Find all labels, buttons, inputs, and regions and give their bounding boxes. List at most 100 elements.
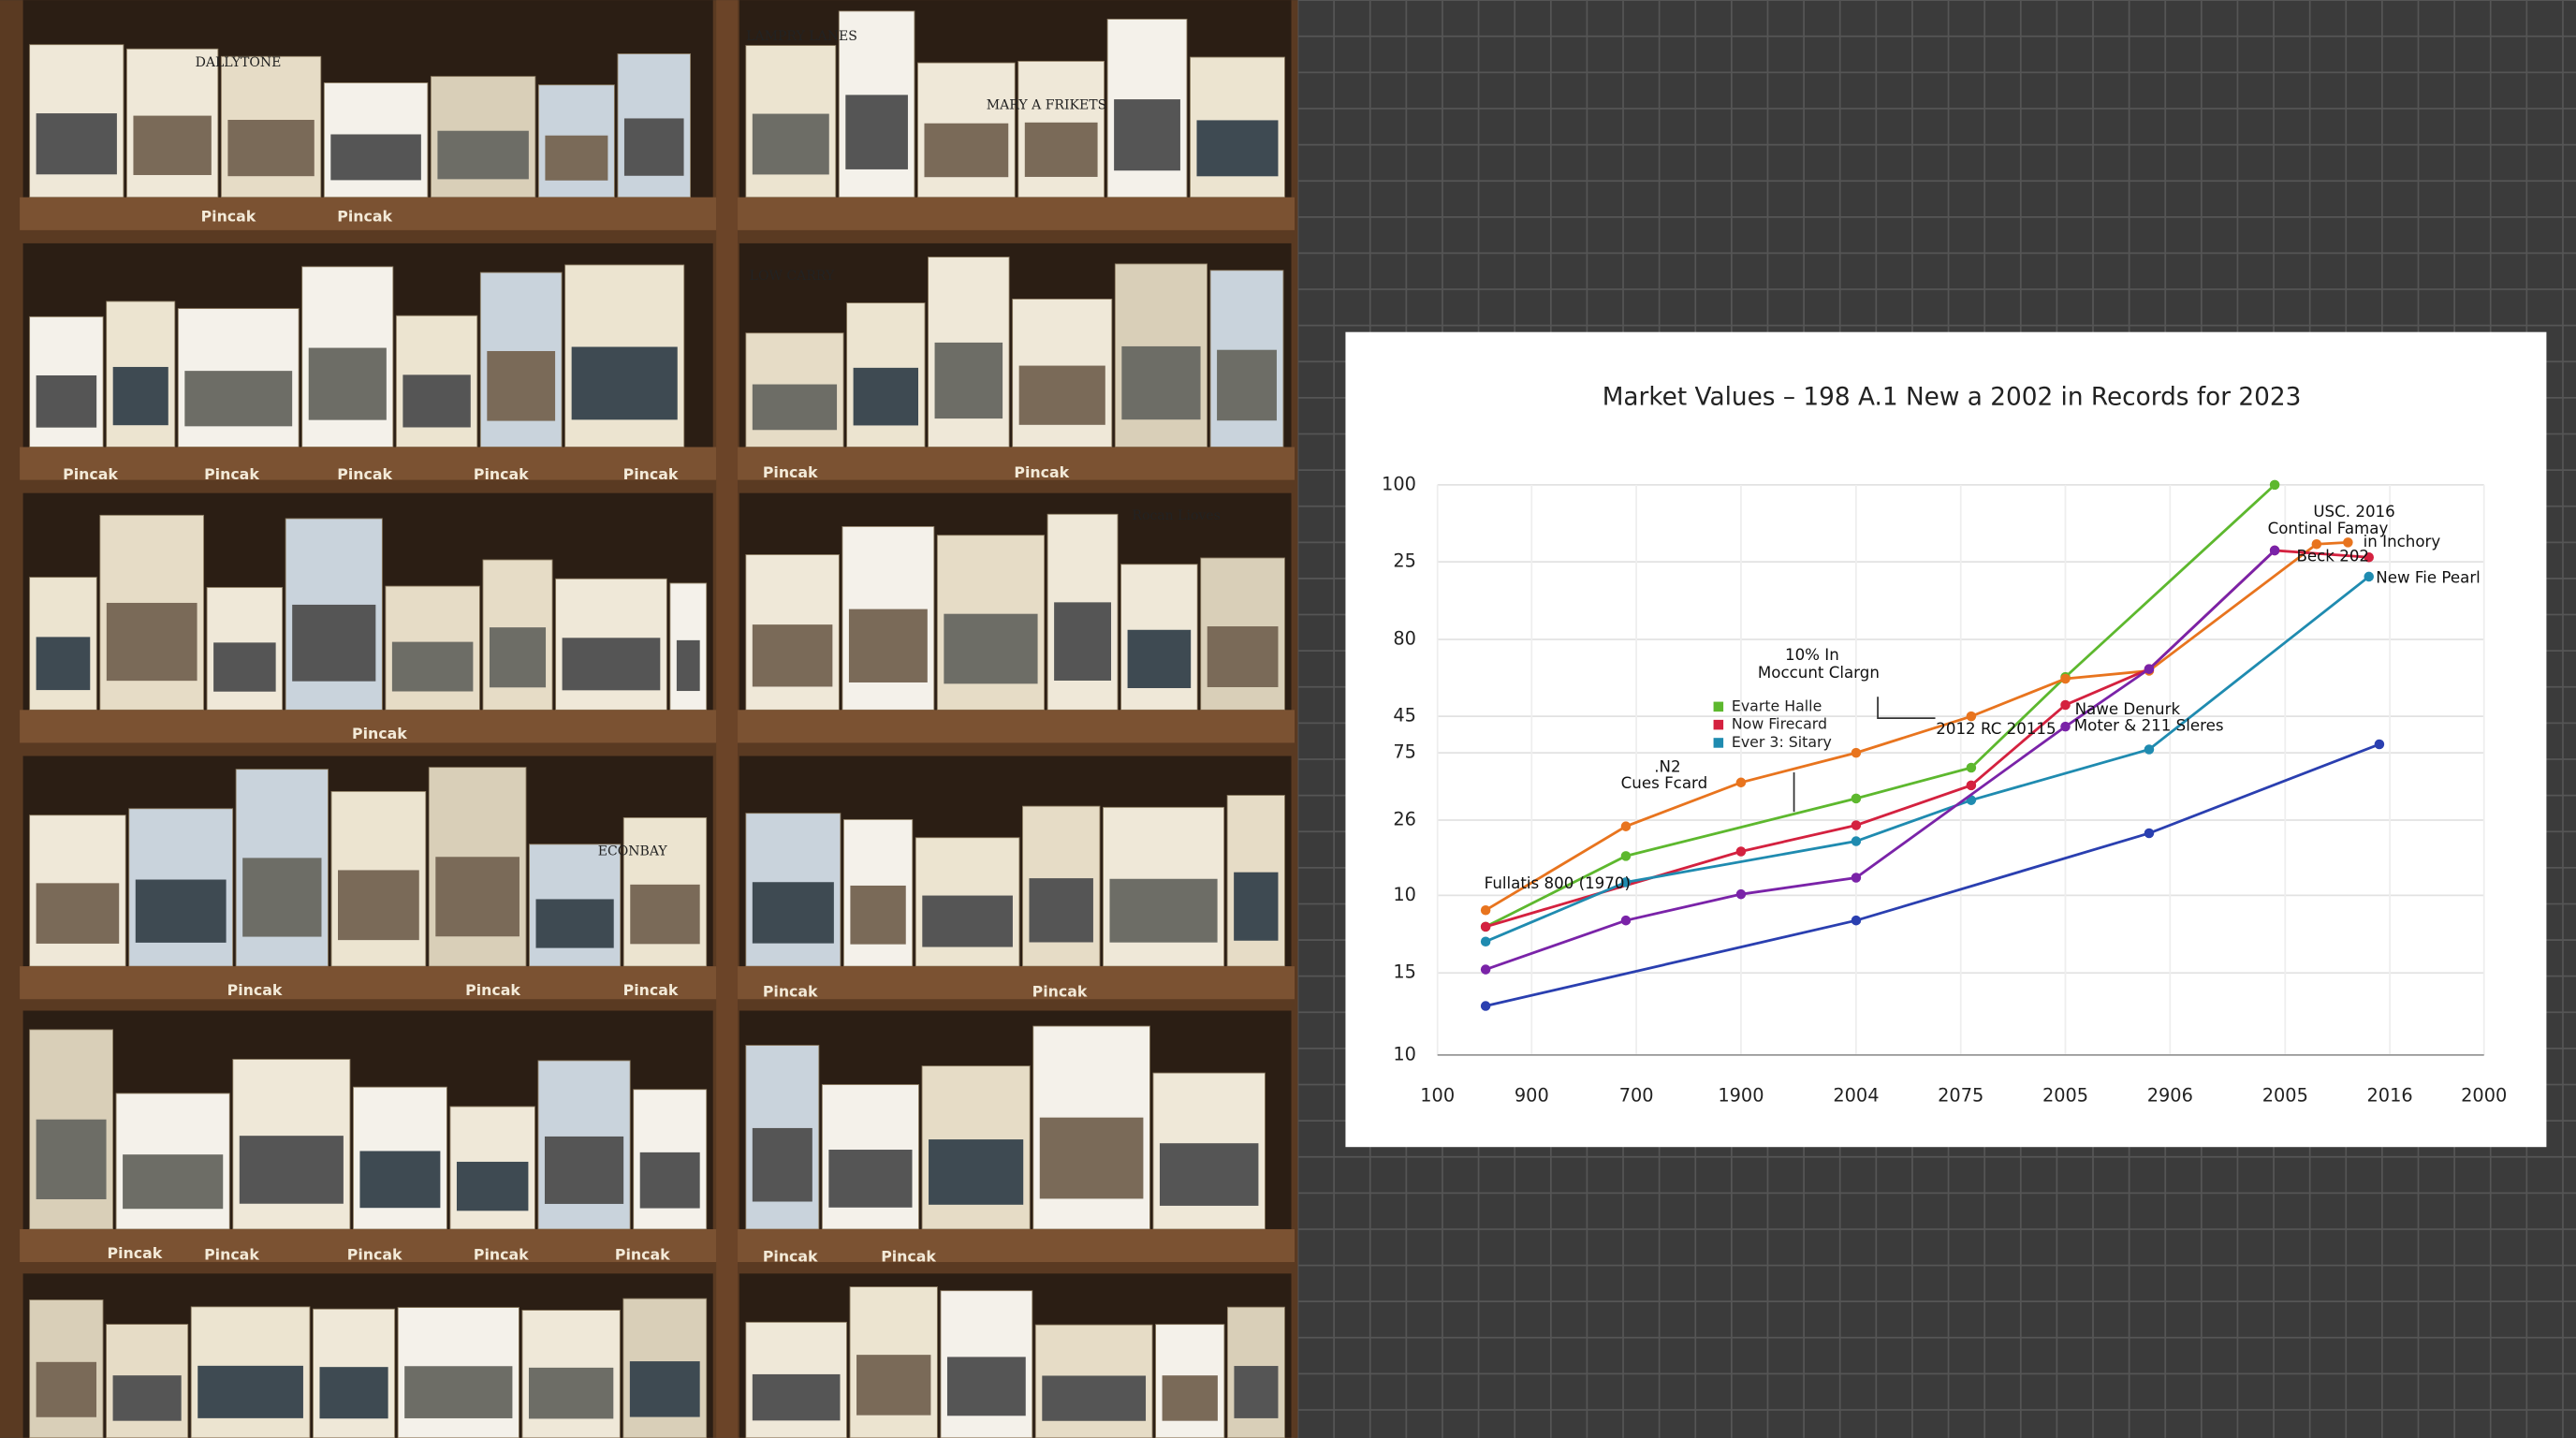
shelf bbox=[20, 1228, 717, 1263]
annotation: Beck 202 bbox=[2296, 548, 2369, 565]
legend-label: Now Firecard bbox=[1732, 715, 1827, 733]
postcard-picture bbox=[123, 1154, 224, 1210]
postcard-picture bbox=[639, 1152, 700, 1209]
shelf-label: Pincak bbox=[1032, 983, 1088, 1001]
postcard-picture bbox=[629, 1361, 700, 1417]
legend-swatch bbox=[1713, 738, 1724, 748]
card-text: MARY A FRIKETS bbox=[987, 97, 1107, 112]
leader-line bbox=[1877, 697, 1936, 719]
postcard-picture bbox=[630, 884, 700, 945]
series-line bbox=[1485, 742, 2380, 1007]
annotation: New Fie Pearl bbox=[2376, 568, 2481, 586]
shelf bbox=[736, 197, 1295, 230]
postcard-picture bbox=[36, 374, 97, 428]
data-point bbox=[2343, 537, 2353, 548]
shelf bbox=[736, 966, 1295, 1000]
data-point bbox=[1851, 793, 1862, 804]
x-tick-label: 1900 bbox=[1718, 1084, 1764, 1106]
postcard-picture bbox=[112, 366, 168, 426]
postcard-picture bbox=[487, 350, 556, 421]
postcard-picture bbox=[752, 113, 829, 175]
data-point bbox=[1735, 846, 1747, 857]
shelf-label: Pincak bbox=[881, 1247, 936, 1265]
legend-label: Ever 3: Sitary bbox=[1732, 733, 1832, 751]
postcard-picture bbox=[752, 882, 834, 944]
postcard-picture bbox=[1042, 1375, 1147, 1421]
legend-swatch bbox=[1713, 701, 1724, 712]
data-point bbox=[2060, 721, 2071, 732]
x-tick-label: 900 bbox=[1515, 1084, 1549, 1106]
postcard-picture bbox=[330, 134, 421, 181]
card-text: LOW CARRY bbox=[750, 269, 835, 284]
shelf-label: Pincak bbox=[465, 981, 520, 999]
data-point bbox=[1966, 762, 1977, 773]
card-text: LAMPRY LANES bbox=[746, 29, 857, 44]
data-point bbox=[2060, 673, 2071, 684]
y-tick-label: 100 bbox=[1382, 473, 1416, 494]
postcard-picture bbox=[562, 638, 661, 691]
postcard-picture bbox=[1029, 878, 1093, 943]
x-tick-label: 100 bbox=[1420, 1084, 1455, 1106]
postcard-picture bbox=[1109, 878, 1218, 943]
postcard-picture bbox=[106, 602, 198, 682]
postcard-picture bbox=[437, 130, 529, 180]
postcard-picture bbox=[36, 113, 117, 175]
annotation: Cues Fcard bbox=[1621, 774, 1707, 792]
data-point bbox=[1620, 821, 1632, 831]
data-point bbox=[1620, 915, 1632, 926]
y-tick-label: 25 bbox=[1393, 550, 1416, 572]
postcard-picture bbox=[227, 120, 315, 177]
postcard-picture bbox=[1114, 99, 1180, 171]
postcard-picture bbox=[36, 637, 91, 691]
x-tick-label: 2906 bbox=[2147, 1084, 2193, 1106]
postcard-picture bbox=[922, 895, 1013, 947]
data-point bbox=[2144, 664, 2155, 674]
data-point bbox=[1966, 780, 1977, 791]
card-text: Rocan Lioves bbox=[1132, 508, 1220, 523]
card-text: DALLYTONE bbox=[196, 55, 282, 70]
x-tick-label: 2075 bbox=[1938, 1084, 1983, 1106]
card-text: ECONBAY bbox=[598, 844, 668, 858]
chart-title: Market Values – 198 A.1 New a 2002 in Re… bbox=[1603, 383, 2302, 411]
shelf bbox=[20, 447, 717, 480]
postcard-picture bbox=[848, 609, 928, 682]
shelf bbox=[20, 197, 717, 230]
postcard-picture bbox=[535, 899, 614, 948]
data-point bbox=[1966, 711, 1977, 722]
shelf-photo: Pincak Pincak Pincak Pincak Pincak Pincak Pinc… bbox=[0, 0, 1298, 1438]
shelf bbox=[736, 710, 1295, 743]
y-tick-label: 80 bbox=[1393, 627, 1416, 649]
annotation: Fullatis 800 (1970) bbox=[1485, 874, 1631, 892]
postcard-picture bbox=[850, 885, 906, 945]
data-point bbox=[2311, 538, 2322, 550]
data-point bbox=[2144, 744, 2155, 755]
shelf bbox=[20, 966, 717, 1000]
postcard-picture bbox=[36, 1361, 97, 1417]
x-tick-label: 2000 bbox=[2461, 1084, 2507, 1106]
data-point bbox=[2364, 551, 2374, 563]
series-line bbox=[1485, 483, 2276, 929]
annotation: Moccunt Clargn bbox=[1758, 664, 1880, 682]
postcard-picture bbox=[676, 639, 700, 692]
y-tick-label: 15 bbox=[1393, 961, 1416, 983]
postcard-picture bbox=[623, 118, 684, 176]
data-point bbox=[2364, 571, 2374, 582]
postcard-picture bbox=[752, 384, 838, 431]
shelf-label: Pincak bbox=[474, 465, 529, 483]
shelf-label: Pincak bbox=[615, 1246, 670, 1264]
shelf bbox=[736, 1228, 1295, 1263]
shelf-label: Pincak bbox=[352, 725, 407, 742]
x-tick-label: 2016 bbox=[2367, 1084, 2413, 1106]
annotation: in Inchory bbox=[2364, 533, 2441, 550]
y-tick-label: 45 bbox=[1393, 705, 1416, 726]
shelf-label: Pincak bbox=[1014, 463, 1069, 481]
data-point bbox=[1480, 1001, 1491, 1011]
postcard-picture bbox=[544, 1136, 624, 1204]
postcard-picture bbox=[213, 642, 276, 692]
postcard-picture bbox=[545, 135, 608, 181]
data-point bbox=[1851, 836, 1862, 846]
postcard-picture bbox=[1018, 365, 1105, 425]
annotation: USC. 2016 bbox=[2313, 503, 2394, 521]
postcard-picture bbox=[359, 1151, 441, 1209]
postcard-picture bbox=[571, 346, 678, 420]
